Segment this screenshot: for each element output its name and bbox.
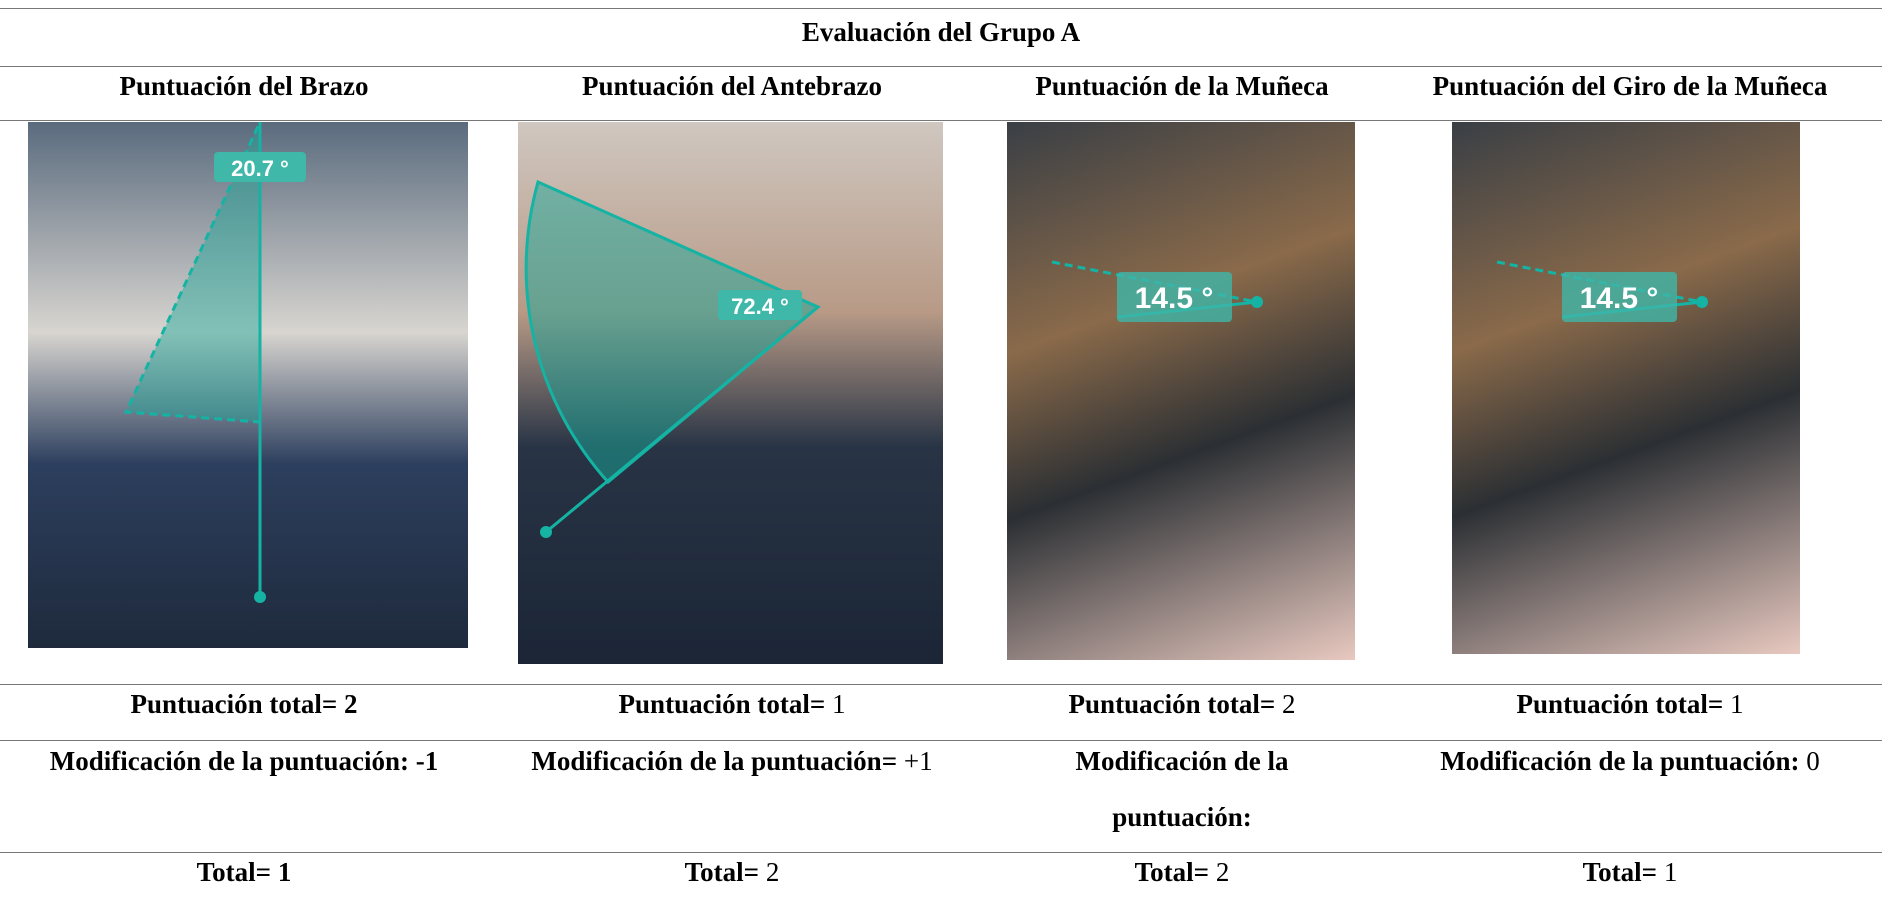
total-cell: Total= 2: [1017, 844, 1347, 900]
posture-photo: 14.5 °: [1007, 122, 1355, 660]
modification-label: Modificación de la puntuación:: [1440, 746, 1800, 776]
total-cell: Total= 1: [1395, 844, 1865, 900]
column-header: Puntuación del Giro de la Muñeca: [1380, 58, 1880, 114]
modification-value: -1: [415, 746, 439, 776]
total-label: Total=: [196, 857, 272, 887]
score-cell: Puntuación total= 1: [497, 676, 967, 732]
column-header: Puntuación del Brazo: [0, 58, 494, 114]
total-label: Total=: [684, 857, 760, 887]
rule: [0, 684, 1882, 685]
rule: [0, 66, 1882, 67]
score-value: 2: [343, 689, 358, 719]
modification-value: +1: [903, 746, 933, 776]
posture-photo: 72.4 °: [518, 122, 943, 664]
modification-label: Modificación de la puntuación:: [1075, 746, 1289, 832]
score-cell: Puntuación total= 2: [1017, 676, 1347, 732]
score-value: 1: [1729, 689, 1744, 719]
total-label: Total=: [1582, 857, 1658, 887]
angle-overlay: 14.5 °: [1496, 260, 1708, 322]
total-value: 2: [1215, 857, 1230, 887]
header-text: Puntuación del Antebrazo: [581, 71, 883, 101]
total-value: 1: [1663, 857, 1678, 887]
angle-label: 72.4 °: [731, 294, 789, 319]
column-header: Puntuación del Antebrazo: [482, 58, 982, 114]
angle-label: 14.5 °: [1580, 282, 1659, 315]
rule: [0, 852, 1882, 853]
column-header: Puntuación de la Muñeca: [932, 58, 1432, 114]
modification-cell: Modificación de la puntuación: 0: [1395, 733, 1865, 789]
score-cell: Puntuación total= 2: [9, 676, 479, 732]
score-label: Puntuación total=: [618, 689, 826, 719]
title-text: Evaluación del Grupo A: [801, 17, 1081, 47]
posture-photo: 20.7 °: [28, 122, 468, 648]
total-cell: Total= 2: [497, 844, 967, 900]
score-label: Puntuación total=: [1068, 689, 1276, 719]
score-value: 1: [831, 689, 846, 719]
angle-label: 14.5 °: [1135, 282, 1214, 315]
angle-overlay: 72.4 °: [524, 179, 821, 538]
score-cell: Puntuación total= 1: [1395, 676, 1865, 732]
modification-label: Modificación de la puntuación=: [531, 746, 898, 776]
header-text: Puntuación del Brazo: [119, 71, 369, 101]
total-value: 1: [277, 857, 292, 887]
rule: [0, 740, 1882, 741]
total-value: 2: [765, 857, 780, 887]
modification-value: 0: [1806, 746, 1820, 776]
modification-cell: Modificación de la puntuación:: [1017, 733, 1347, 845]
angle-overlay: 20.7 °: [123, 122, 306, 603]
header-text: Puntuación de la Muñeca: [1035, 71, 1329, 101]
modification-cell: Modificación de la puntuación: -1: [9, 733, 479, 789]
modification-label: Modificación de la puntuación:: [49, 746, 410, 776]
header-text: Puntuación del Giro de la Muñeca: [1432, 71, 1828, 101]
score-label: Puntuación total=: [1516, 689, 1724, 719]
angle-overlay: 14.5 °: [1051, 260, 1263, 322]
posture-photo: 14.5 °: [1452, 122, 1800, 654]
title: Evaluación del Grupo A: [0, 4, 1882, 60]
modification-cell: Modificación de la puntuación= +1: [497, 733, 967, 789]
rule: [0, 8, 1882, 9]
score-value: 2: [1281, 689, 1296, 719]
score-label: Puntuación total=: [130, 689, 338, 719]
rule: [0, 120, 1882, 121]
total-label: Total=: [1134, 857, 1210, 887]
total-cell: Total= 1: [9, 844, 479, 900]
angle-label: 20.7 °: [231, 156, 289, 181]
